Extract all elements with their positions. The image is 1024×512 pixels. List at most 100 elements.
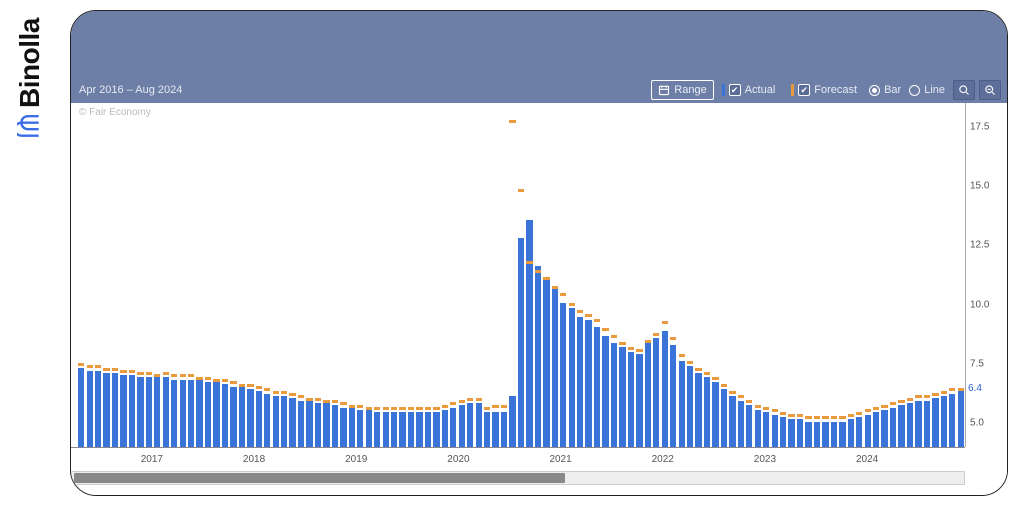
bar [315, 111, 321, 447]
x-tick: 2017 [141, 454, 163, 465]
y-axis: 5.07.510.012.515.017.56.4 [965, 103, 1007, 447]
bar [416, 111, 422, 447]
bar [755, 111, 761, 447]
x-tick: 2018 [243, 454, 265, 465]
view-bar[interactable]: Bar [865, 84, 905, 96]
bar [383, 111, 389, 447]
bar [374, 111, 380, 447]
legend-actual[interactable]: Actual [714, 80, 784, 100]
legend-actual-label: Actual [745, 84, 776, 96]
bar [509, 111, 515, 447]
bar [881, 111, 887, 447]
bar [154, 111, 160, 447]
bar [171, 111, 177, 447]
y-tick: 15.0 [970, 181, 1003, 192]
bar [653, 111, 659, 447]
legend-actual-checkbox[interactable] [729, 84, 741, 96]
x-tick: 2020 [447, 454, 469, 465]
bar [526, 111, 532, 447]
bar [949, 111, 955, 447]
bar [915, 111, 921, 447]
bar [941, 111, 947, 447]
bar [535, 111, 541, 447]
bar [239, 111, 245, 447]
bar [924, 111, 930, 447]
bar [814, 111, 820, 447]
bar [873, 111, 879, 447]
bar [442, 111, 448, 447]
bar [577, 111, 583, 447]
bar [357, 111, 363, 447]
bar [848, 111, 854, 447]
bar [729, 111, 735, 447]
plot-area: © Fair Economy 5.07.510.012.515.017.56.4… [71, 103, 1007, 495]
bar [628, 111, 634, 447]
x-tick: 2021 [549, 454, 571, 465]
brand-logo-block: Binolla [14, 18, 46, 140]
x-tick: 2019 [345, 454, 367, 465]
bar [450, 111, 456, 447]
bar [467, 111, 473, 447]
bar [120, 111, 126, 447]
chart-card: Apr 2016 – Aug 2024 Range Actual Forecas… [70, 10, 1008, 496]
bar [103, 111, 109, 447]
range-button[interactable]: Range [651, 80, 713, 100]
calendar-icon [658, 84, 670, 96]
bar [687, 111, 693, 447]
legend-forecast-checkbox[interactable] [798, 84, 810, 96]
bar [662, 111, 668, 447]
bar [137, 111, 143, 447]
view-bar-radio[interactable] [869, 85, 880, 96]
binolla-logo-icon [17, 114, 43, 140]
search-minus-icon [984, 84, 996, 96]
zoom-button[interactable] [953, 80, 975, 100]
bar [298, 111, 304, 447]
bar [695, 111, 701, 447]
bar [399, 111, 405, 447]
bar [518, 111, 524, 447]
bar [349, 111, 355, 447]
bar [476, 111, 482, 447]
bar [704, 111, 710, 447]
chart-toolbar: Apr 2016 – Aug 2024 Range Actual Forecas… [71, 79, 1007, 103]
zoom-reset-button[interactable] [979, 80, 1001, 100]
bar [95, 111, 101, 447]
bar [425, 111, 431, 447]
view-line[interactable]: Line [905, 84, 949, 96]
chart-header: Apr 2016 – Aug 2024 Range Actual Forecas… [71, 11, 1007, 103]
bar [670, 111, 676, 447]
bar [958, 111, 964, 447]
bar [712, 111, 718, 447]
bar [780, 111, 786, 447]
bar [560, 111, 566, 447]
bar [205, 111, 211, 447]
x-axis: 20172018201920202021202220232024 [71, 447, 965, 463]
bar [636, 111, 642, 447]
bar [264, 111, 270, 447]
view-line-radio[interactable] [909, 85, 920, 96]
bar-series [77, 111, 965, 447]
bar [129, 111, 135, 447]
bar [281, 111, 287, 447]
view-line-label: Line [924, 84, 945, 96]
date-range: Apr 2016 – Aug 2024 [77, 84, 182, 96]
bar [433, 111, 439, 447]
bar [196, 111, 202, 447]
bar [772, 111, 778, 447]
chart-scrollbar[interactable] [71, 471, 965, 485]
chart-scrollbar-thumb[interactable] [74, 473, 565, 483]
bar [898, 111, 904, 447]
bar [332, 111, 338, 447]
bar [839, 111, 845, 447]
bar [492, 111, 498, 447]
y-tick: 12.5 [970, 240, 1003, 251]
legend-forecast[interactable]: Forecast [783, 80, 865, 100]
bar [907, 111, 913, 447]
legend-actual-swatch [722, 84, 725, 96]
bar [932, 111, 938, 447]
bar [501, 111, 507, 447]
x-tick: 2022 [652, 454, 674, 465]
bar [619, 111, 625, 447]
bar [721, 111, 727, 447]
bar [306, 111, 312, 447]
